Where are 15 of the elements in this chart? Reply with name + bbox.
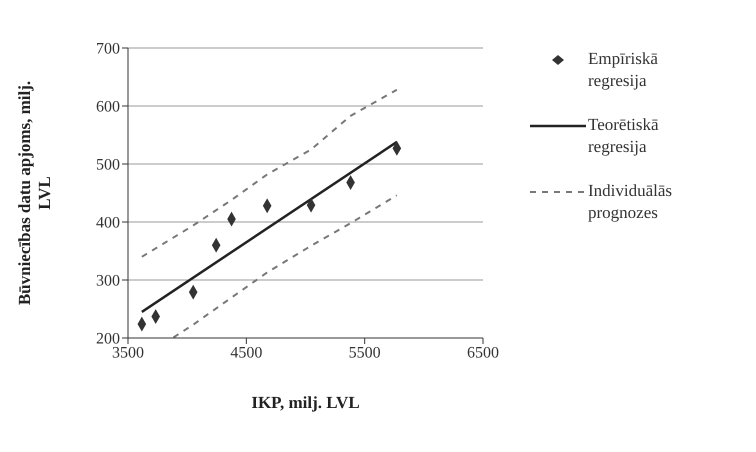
x-tick-label: 6500 xyxy=(467,344,499,362)
legend-label: Individuālās prognozes xyxy=(588,180,674,224)
y-tick-label: 300 xyxy=(96,272,120,290)
legend-label: Teorētiskā regresija xyxy=(588,114,660,158)
x-tick-label: 5500 xyxy=(348,344,381,362)
y-tick-label: 400 xyxy=(96,214,120,232)
legend-label: Empīriskā regresija xyxy=(588,48,659,92)
y-tick-label: 500 xyxy=(96,156,120,174)
line-series xyxy=(172,194,398,338)
y-tick-label: 600 xyxy=(96,98,120,116)
line-series xyxy=(140,88,398,258)
x-tick-label: 4500 xyxy=(230,344,262,362)
x-axis-title: IKP, milj. LVL xyxy=(251,393,360,412)
y-tick-label: 700 xyxy=(96,40,120,58)
y-axis-title: Būvniecības datu apjoms, milj. LVL xyxy=(15,80,54,306)
